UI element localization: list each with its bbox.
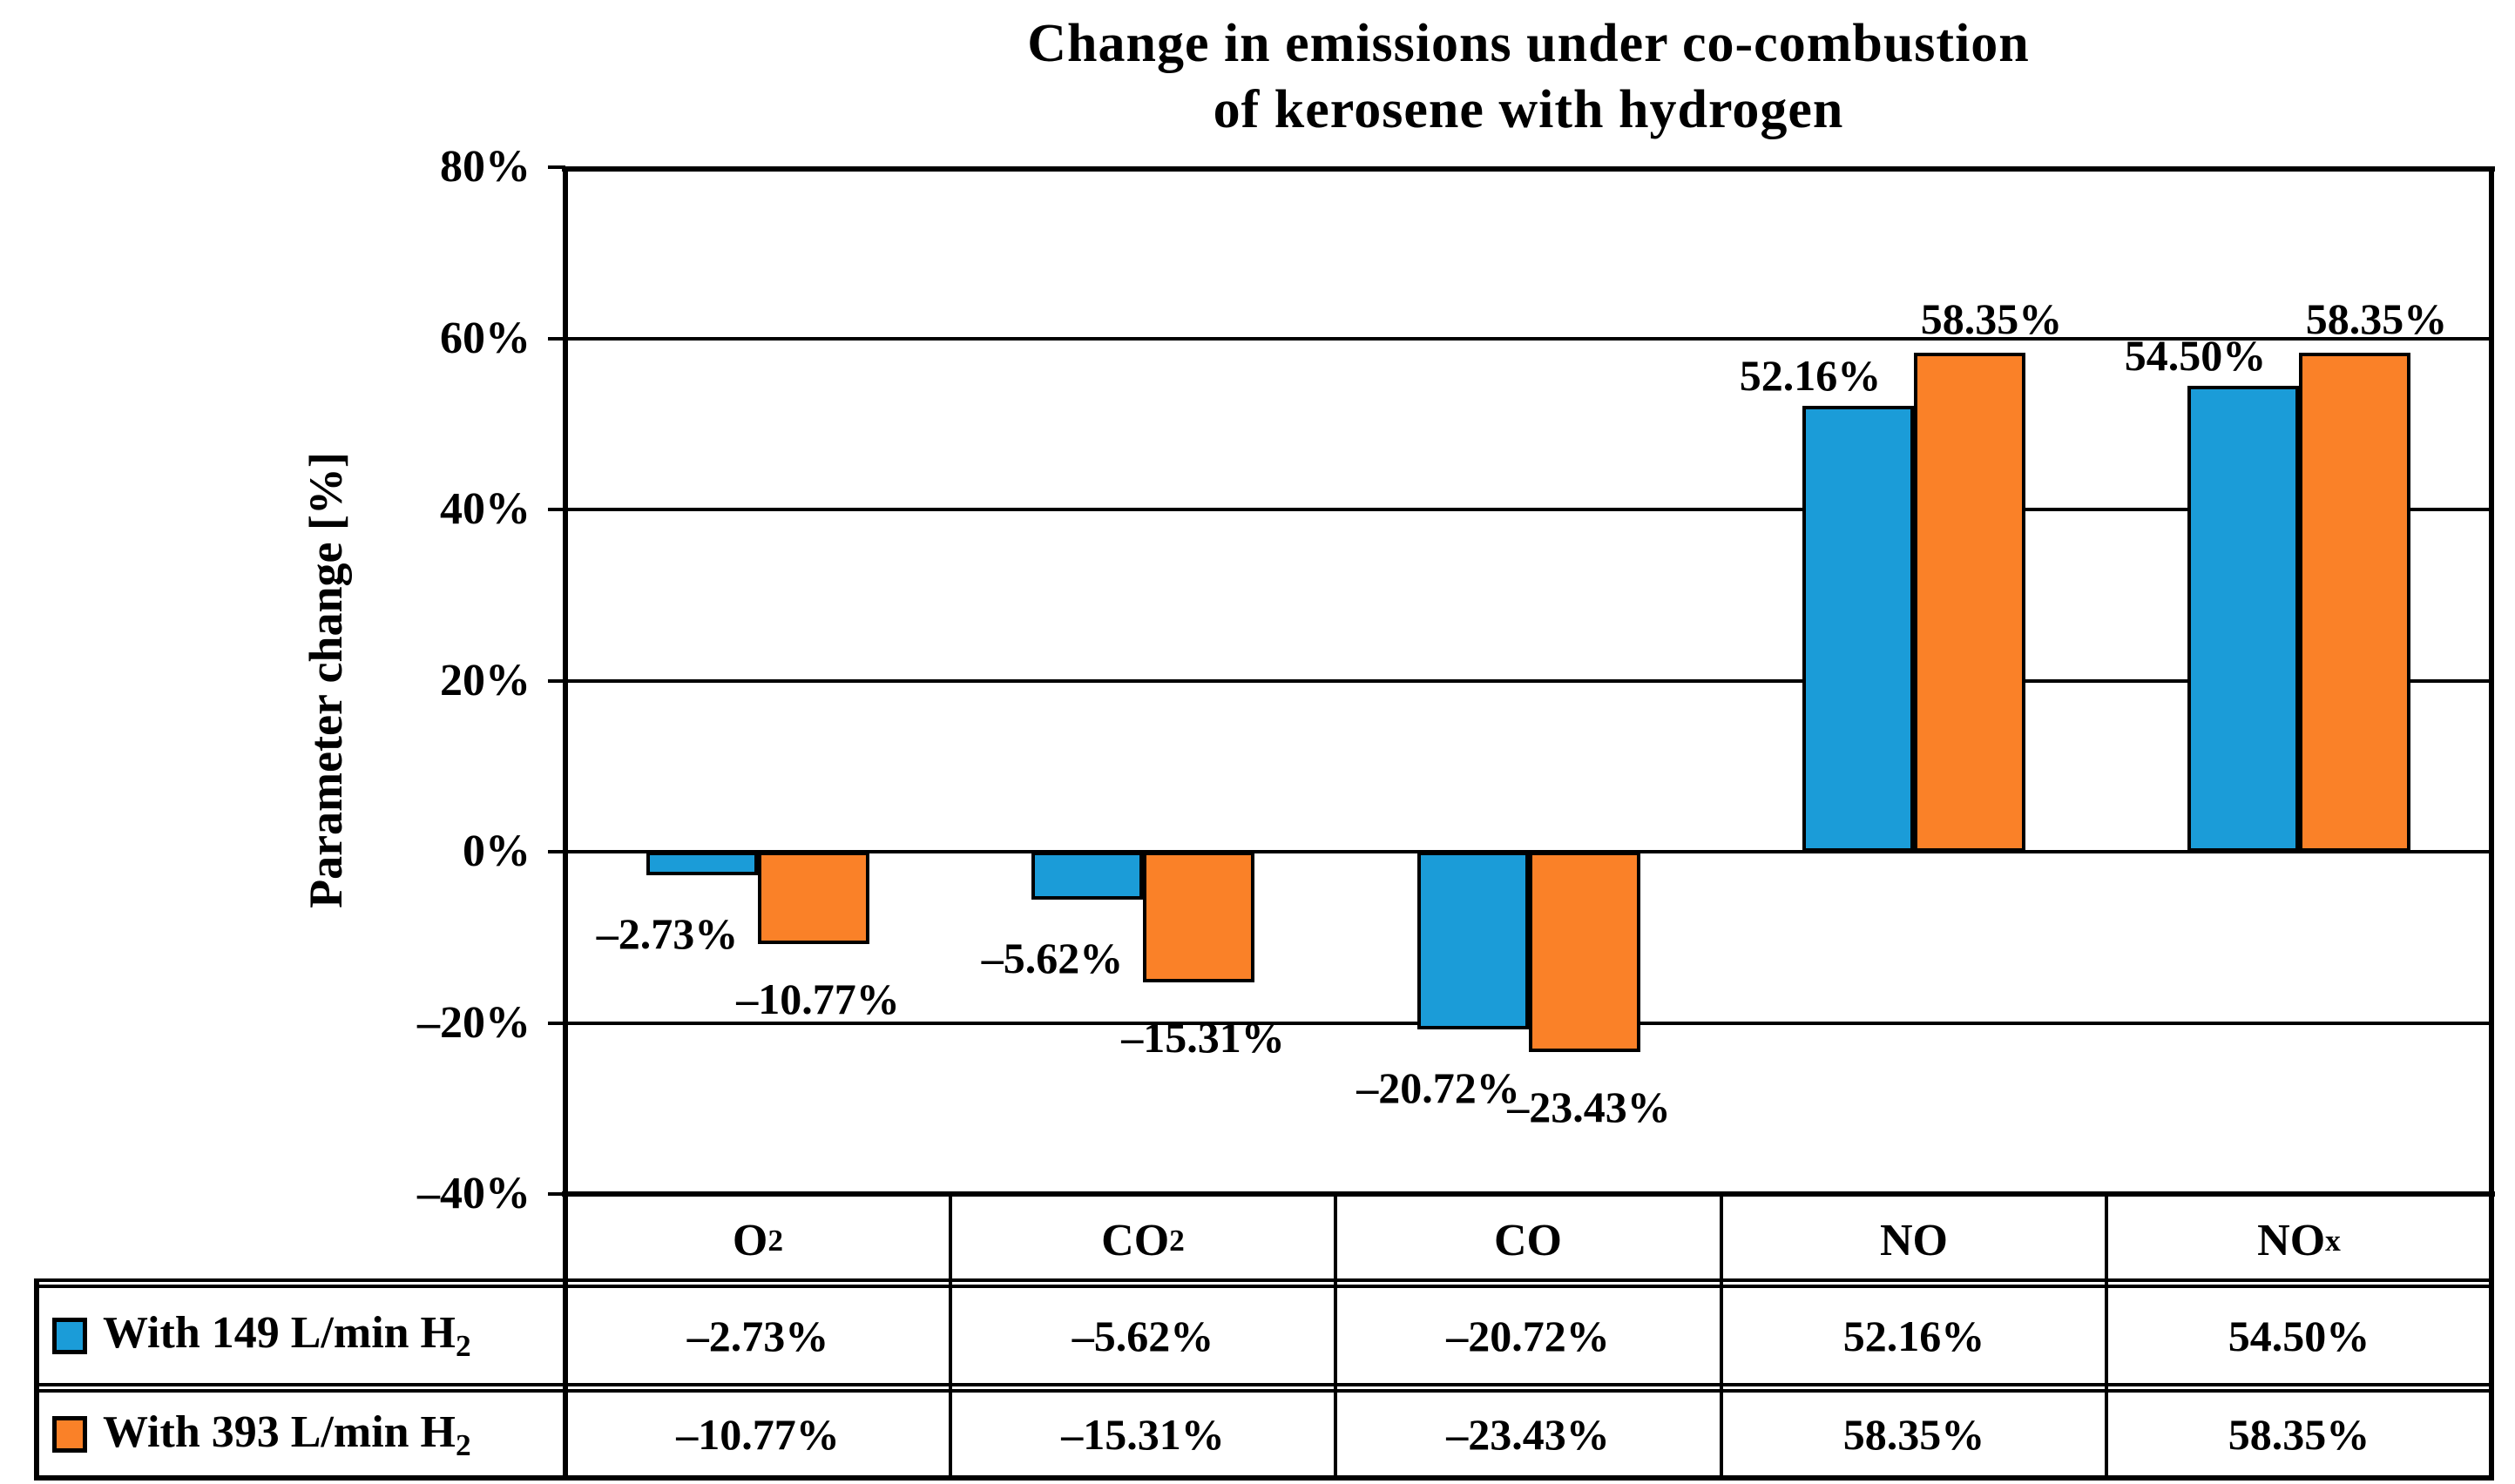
y-tick-label: 60% [440, 314, 531, 363]
subscript: 2 [1169, 1223, 1185, 1258]
subscript: 2 [456, 1327, 471, 1363]
plot-border-bottom [562, 1191, 2495, 1197]
bar-value-label: –10.77% [736, 975, 900, 1023]
table-value-CO2-row2: –15.31% [1061, 1410, 1225, 1459]
y-tick-label: –40% [417, 1169, 531, 1218]
chart-title: Change in emissions under co-combustion … [565, 10, 2491, 143]
legend-label: With 393 L/min H2 [103, 1406, 471, 1462]
table-value-NO-row1: 52.16% [1842, 1311, 1985, 1360]
table-border-left [34, 1278, 39, 1481]
gridline [565, 508, 2491, 511]
table-value-NOx-row1: 54.50% [2228, 1311, 2370, 1360]
table-row-separator [34, 1389, 2494, 1393]
bar-value-label: 58.35% [2305, 294, 2448, 343]
bar [1529, 852, 1640, 1052]
legend-swatch [52, 1416, 87, 1453]
table-value-CO2-row1: –5.62% [1072, 1311, 1214, 1360]
table-value-CO-row1: –20.72% [1446, 1311, 1610, 1360]
bar [758, 852, 869, 944]
table-header-CO2: CO 2 [1101, 1215, 1185, 1265]
bar [2299, 353, 2410, 852]
y-axis-tick [548, 679, 565, 683]
table-header-separator [34, 1285, 2494, 1288]
table-value-NO-row2: 58.35% [1842, 1410, 1985, 1459]
chart-title-line2: of kerosene with hydrogen [1213, 80, 1844, 139]
plot-border-right [2489, 166, 2494, 1481]
bar-value-label: 54.50% [2124, 331, 2267, 380]
y-tick-label: 0% [463, 826, 531, 876]
table-value-CO-row2: –23.43% [1446, 1410, 1610, 1459]
bar [1802, 406, 1914, 852]
y-axis-tick [548, 1192, 565, 1196]
table-border-bottom [34, 1475, 2494, 1481]
bar-value-label: 58.35% [1920, 294, 2063, 343]
y-axis-tick [548, 508, 565, 511]
table-column-divider [2105, 1194, 2108, 1478]
table-column-divider [1720, 1194, 1723, 1478]
plot-border-left [563, 166, 568, 1481]
legend-label: With 149 L/min H2 [103, 1308, 471, 1363]
y-tick-label: 80% [440, 142, 531, 192]
y-tick-label: 20% [440, 656, 531, 705]
table-header-CO: CO [1494, 1215, 1562, 1265]
bar [2187, 386, 2299, 852]
bar-value-label: –20.72% [1356, 1063, 1520, 1112]
y-tick-label: –20% [417, 998, 531, 1048]
legend-row-1: With 149 L/min H2 [52, 1288, 560, 1383]
bar-value-label: 52.16% [1739, 351, 1882, 400]
y-axis-tick [548, 165, 565, 169]
table-value-O2-row1: –2.73% [686, 1311, 829, 1360]
y-tick-label: 40% [440, 484, 531, 534]
bar-value-label: –5.62% [981, 934, 1124, 982]
bar [646, 852, 758, 875]
subscript: 2 [456, 1427, 471, 1462]
table-column-divider [949, 1194, 952, 1478]
plot-border-top [562, 166, 2495, 172]
table-header-NOx: NO x [2257, 1215, 2341, 1265]
bar [1417, 852, 1529, 1029]
table-header-NO: NO [1880, 1215, 1948, 1265]
bar [1914, 353, 2025, 852]
y-axis-tick [548, 850, 565, 853]
table-column-divider [1334, 1194, 1337, 1478]
bar-value-label: –2.73% [596, 909, 739, 958]
y-axis-tick [548, 337, 565, 341]
legend-swatch [52, 1317, 87, 1354]
gridline [565, 337, 2491, 341]
table-header-separator [34, 1278, 2494, 1282]
bar-value-label: –15.31% [1121, 1013, 1285, 1062]
subscript: 2 [767, 1223, 784, 1258]
table-value-NOx-row2: 58.35% [2228, 1410, 2370, 1459]
y-axis-tick [548, 1022, 565, 1025]
legend-row-2: With 393 L/min H2 [52, 1393, 560, 1476]
table-row-separator [34, 1383, 2494, 1386]
gridline [565, 679, 2491, 683]
bar-value-label: –23.43% [1507, 1083, 1671, 1131]
subscript: x [2325, 1223, 2341, 1258]
bar [1143, 852, 1254, 982]
bar [1031, 852, 1143, 900]
chart-title-line1: Change in emissions under co-combustion [1027, 14, 2030, 73]
table-value-O2-row2: –10.77% [676, 1410, 840, 1459]
